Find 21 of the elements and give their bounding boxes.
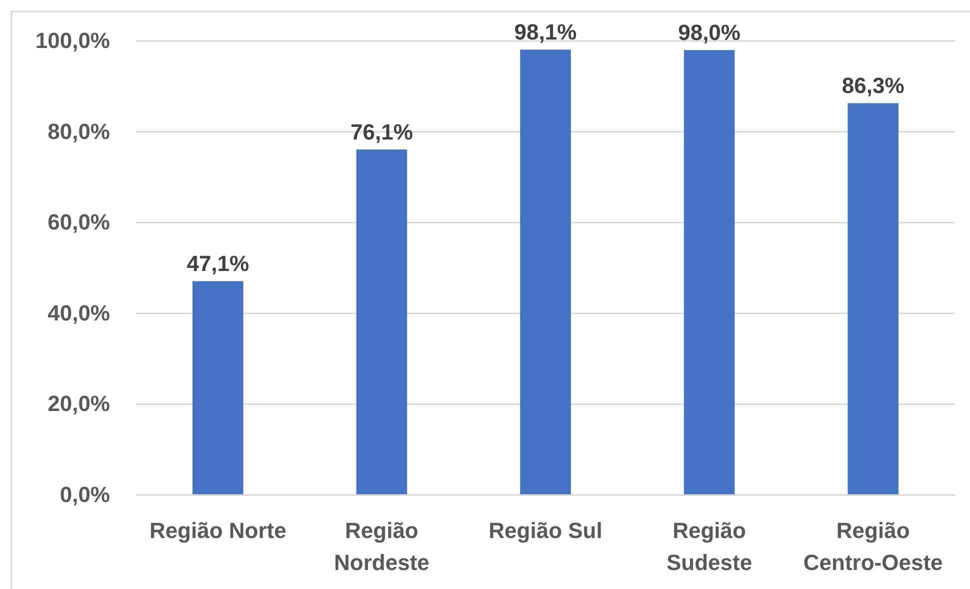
bar bbox=[684, 50, 735, 495]
data-label: 98,0% bbox=[678, 20, 740, 46]
data-label: 86,3% bbox=[842, 73, 904, 98]
bar bbox=[192, 281, 244, 495]
x-tick-label: Região Sul bbox=[488, 518, 602, 543]
y-tick-label: 0,0% bbox=[60, 482, 110, 508]
bar bbox=[520, 50, 571, 495]
data-label: 98,1% bbox=[514, 20, 577, 45]
x-tick-label: Região Nordeste bbox=[334, 518, 430, 575]
y-tick-label: 60,0% bbox=[48, 210, 110, 235]
y-tick-label: 80,0% bbox=[48, 118, 110, 144]
x-tick-label: Região Sudeste bbox=[666, 518, 752, 575]
x-tick-label: Região Norte bbox=[149, 518, 286, 543]
x-tick-label: Região Centro-Oeste bbox=[803, 518, 943, 575]
y-tick-label: 100,0% bbox=[35, 28, 110, 54]
data-label: 47,1% bbox=[186, 251, 250, 276]
data-label: 76,1% bbox=[350, 120, 413, 145]
bar bbox=[356, 150, 408, 495]
bar bbox=[848, 103, 898, 495]
y-tick-label: 40,0% bbox=[48, 300, 110, 326]
y-tick-label: 20,0% bbox=[48, 391, 110, 416]
